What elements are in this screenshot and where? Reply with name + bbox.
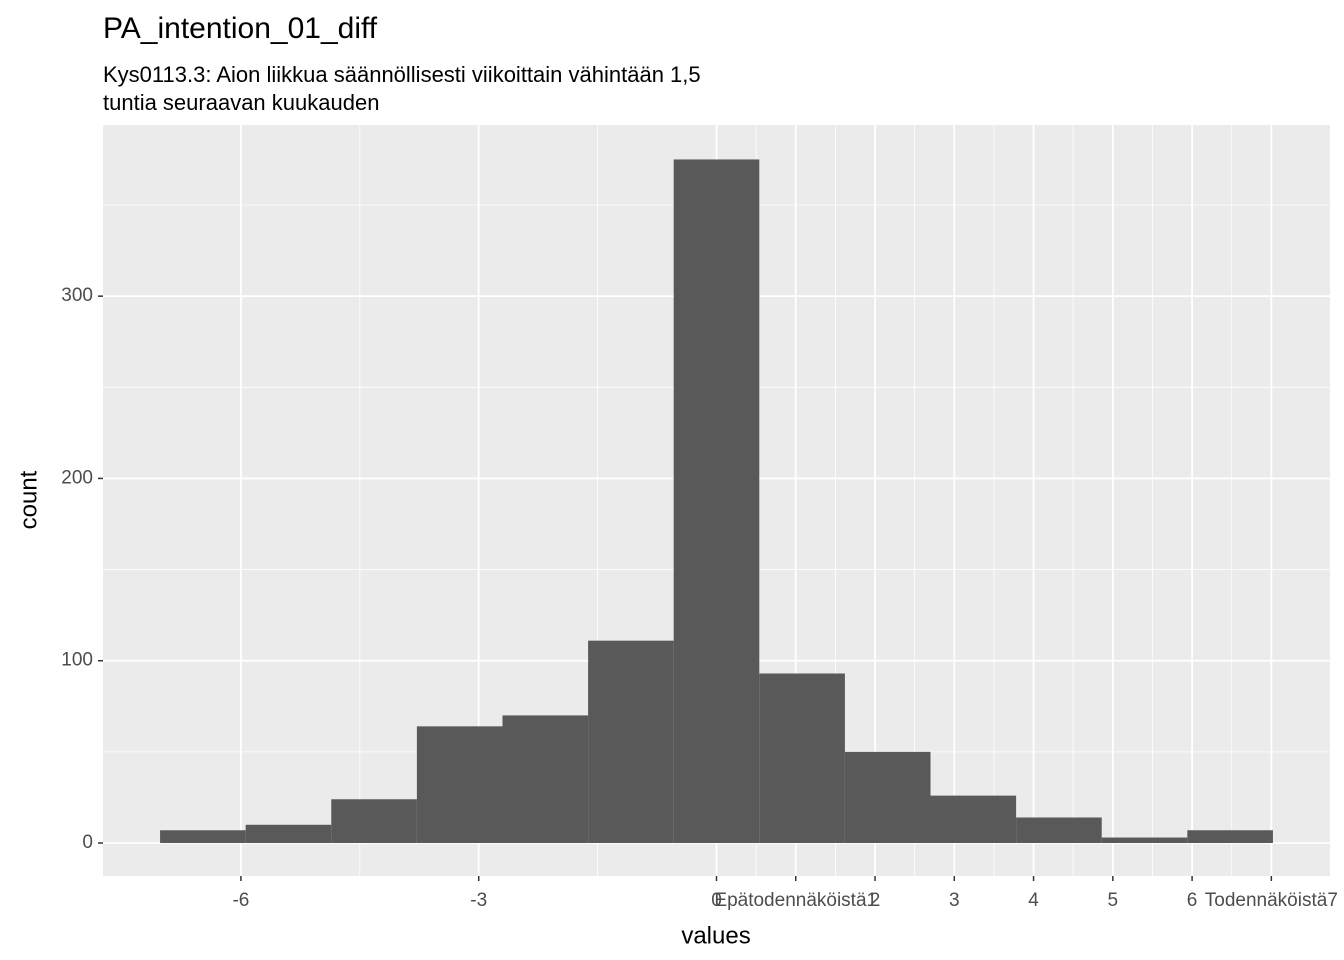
x-tick-label: 2 — [870, 890, 881, 911]
x-tick-label: 6 — [1187, 890, 1198, 911]
y-tick-label: 300 — [61, 285, 93, 306]
bar — [844, 751, 931, 844]
chart-subtitle: Kys0113.3: Aion liikkua säännöllisesti v… — [103, 62, 701, 87]
x-tick-label: 4 — [1028, 890, 1039, 911]
y-tick-label: 0 — [82, 832, 93, 853]
bar — [160, 830, 246, 844]
y-axis-title: count — [15, 470, 42, 529]
bar — [1187, 830, 1273, 844]
bar — [759, 673, 845, 844]
bar — [416, 726, 503, 844]
chart-subtitle: tuntia seuraavan kuukauden — [103, 90, 379, 115]
bar — [1101, 837, 1188, 844]
bar — [502, 715, 589, 844]
x-tick-label: 3 — [949, 890, 960, 911]
x-tick-label: -6 — [232, 890, 249, 911]
bar — [245, 824, 332, 844]
bar — [930, 795, 1017, 844]
x-tick-label: -3 — [470, 890, 487, 911]
x-tick-label: Todennäköistä7 — [1205, 890, 1338, 911]
bar — [588, 640, 674, 844]
x-tick-label: Epätodennäköistä1 — [714, 890, 877, 911]
y-tick-label: 200 — [61, 467, 93, 488]
x-tick-label: 5 — [1108, 890, 1119, 911]
y-tick-label: 100 — [61, 650, 93, 671]
x-axis-title: values — [681, 922, 750, 949]
bar — [331, 799, 417, 844]
chart-title: PA_intention_01_diff — [103, 12, 378, 45]
bar — [1016, 817, 1102, 844]
bar — [673, 159, 760, 844]
x-tick-label: 0 — [711, 890, 722, 911]
